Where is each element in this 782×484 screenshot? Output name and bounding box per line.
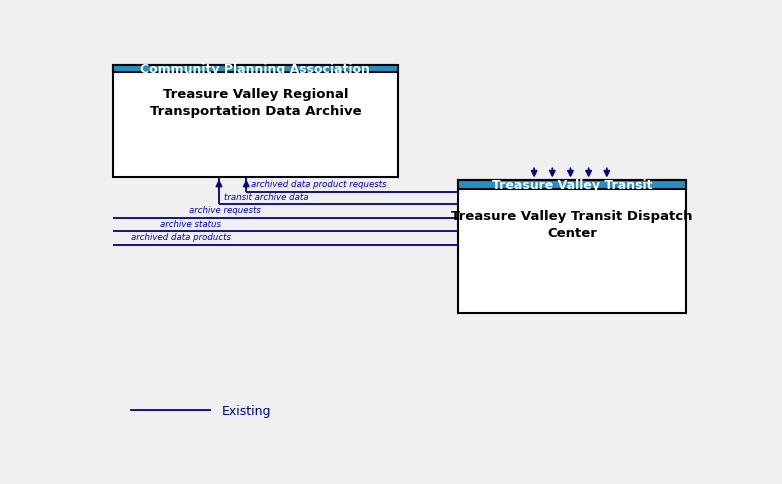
Text: Treasure Valley Regional
Transportation Data Archive: Treasure Valley Regional Transportation … (149, 87, 361, 117)
Text: archived data product requests: archived data product requests (251, 180, 387, 189)
Bar (113, 65, 398, 73)
Bar (458, 181, 686, 313)
Text: Treasure Valley Transit Dispatch
Center: Treasure Valley Transit Dispatch Center (451, 210, 693, 240)
Text: Existing: Existing (222, 404, 271, 417)
Bar (113, 65, 398, 177)
Text: transit archive data: transit archive data (224, 193, 308, 201)
Text: Community Planning Association: Community Planning Association (141, 63, 370, 76)
Text: archived data products: archived data products (131, 233, 231, 242)
Text: archive status: archive status (160, 219, 221, 228)
Text: archive requests: archive requests (188, 206, 260, 215)
Bar (458, 181, 686, 190)
Text: Treasure Valley Transit: Treasure Valley Transit (492, 179, 652, 192)
